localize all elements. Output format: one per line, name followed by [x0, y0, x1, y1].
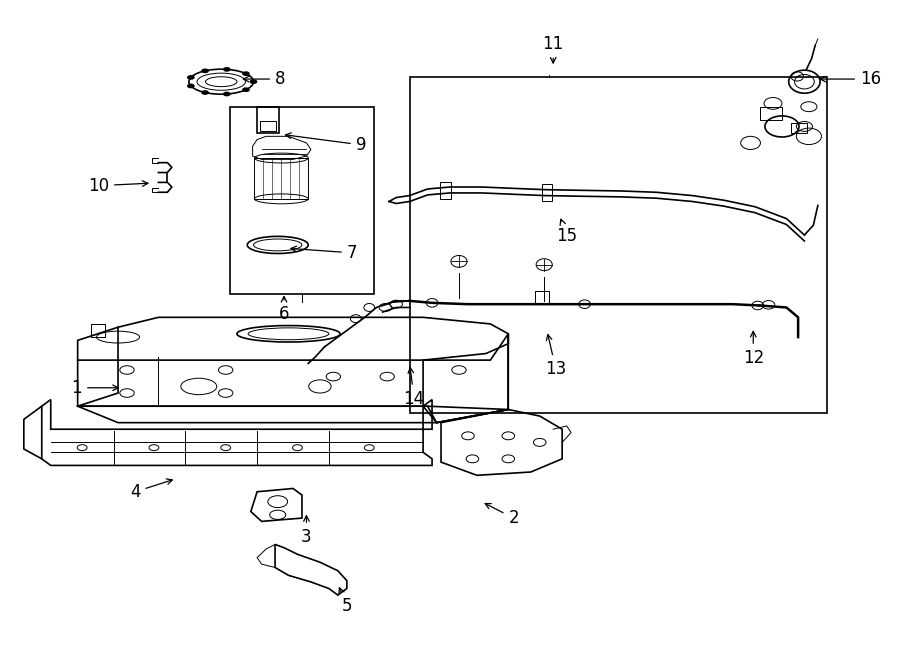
Bar	[230, 106, 374, 294]
Text: 1: 1	[71, 379, 118, 397]
Bar	[542, 184, 553, 201]
Text: 10: 10	[88, 176, 148, 195]
Ellipse shape	[243, 88, 249, 91]
Ellipse shape	[224, 93, 230, 96]
Text: 12: 12	[742, 331, 764, 367]
Text: 6: 6	[279, 297, 289, 323]
Ellipse shape	[243, 72, 249, 75]
Ellipse shape	[250, 80, 256, 83]
Text: 5: 5	[339, 588, 352, 615]
Ellipse shape	[202, 69, 208, 73]
Ellipse shape	[202, 91, 208, 94]
Text: 14: 14	[403, 368, 425, 408]
Bar	[410, 77, 827, 412]
Text: 4: 4	[130, 479, 173, 501]
Bar	[255, 158, 308, 199]
Text: 8: 8	[243, 70, 285, 88]
Text: 9: 9	[285, 133, 366, 154]
Text: 15: 15	[556, 219, 577, 245]
Bar	[760, 106, 782, 120]
Text: 13: 13	[545, 334, 566, 378]
Ellipse shape	[188, 76, 194, 79]
Bar	[440, 182, 451, 199]
Text: 2: 2	[485, 504, 519, 527]
Text: 11: 11	[543, 35, 563, 63]
Bar	[260, 120, 276, 131]
Text: 16: 16	[820, 70, 881, 88]
Ellipse shape	[188, 85, 194, 88]
Text: 7: 7	[291, 244, 357, 262]
Text: 3: 3	[302, 516, 311, 546]
Bar	[791, 122, 807, 133]
Bar	[257, 106, 279, 133]
Ellipse shape	[224, 67, 230, 71]
